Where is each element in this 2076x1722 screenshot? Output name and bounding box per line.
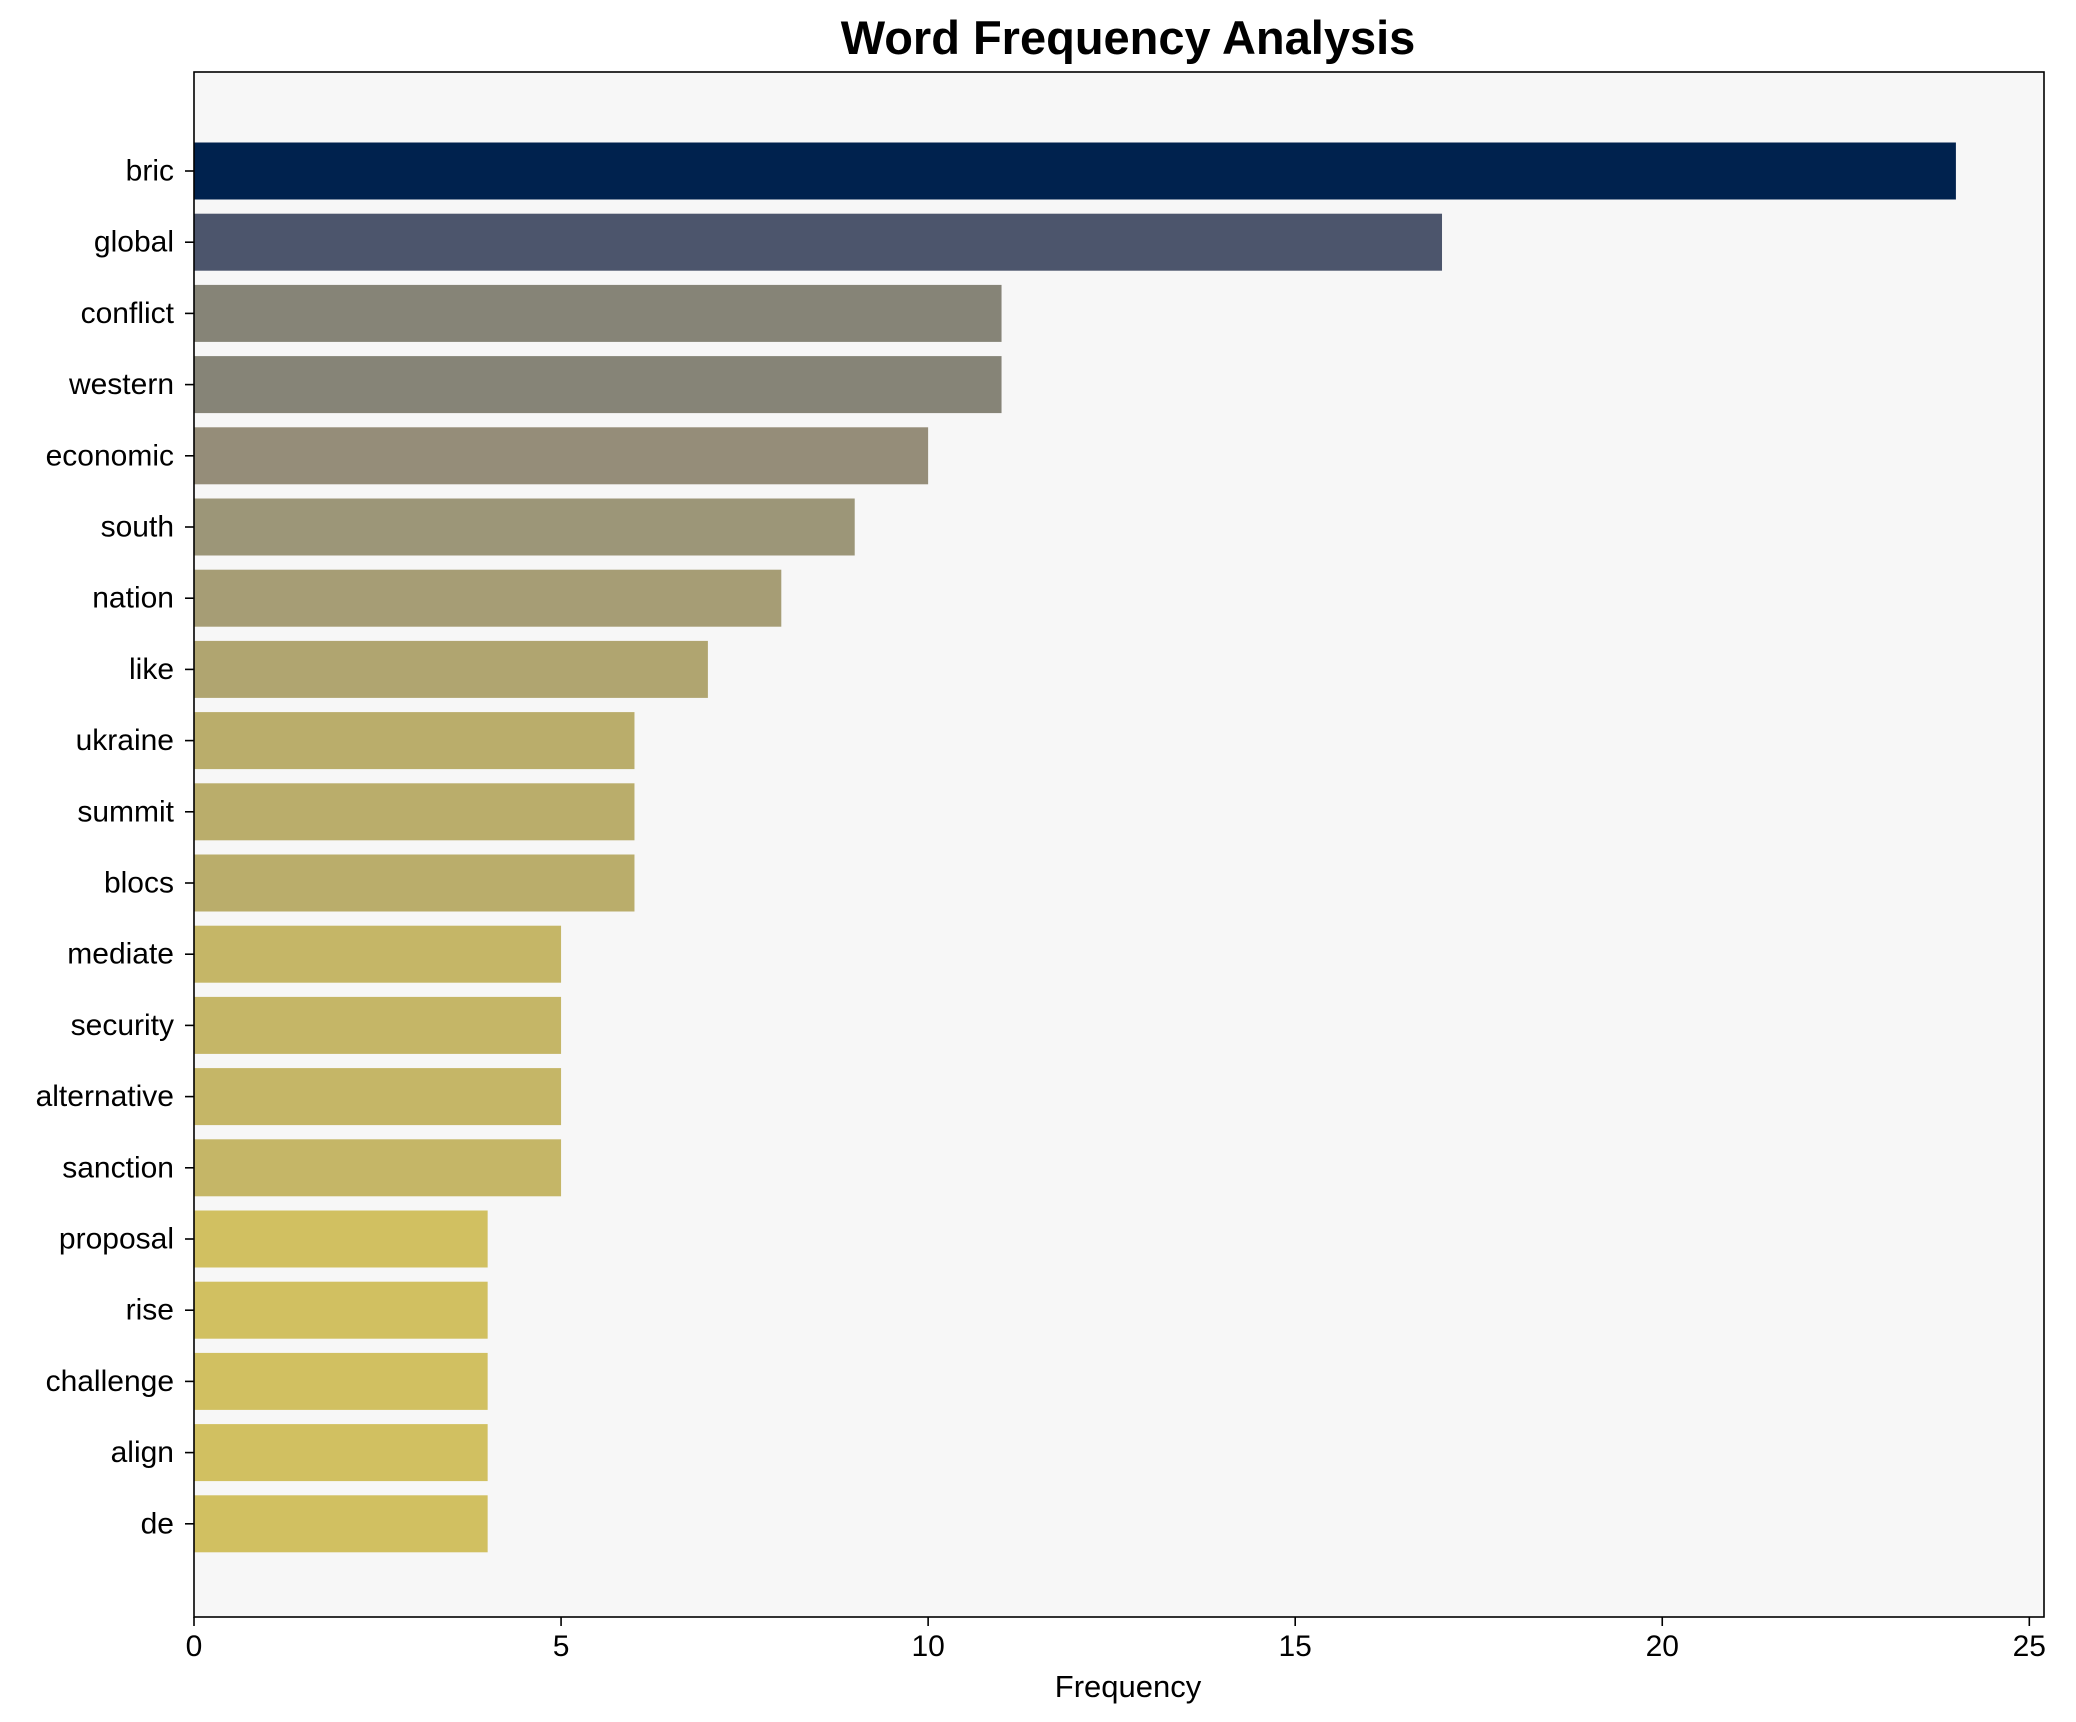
- y-tick-label-alternative: alternative: [36, 1080, 174, 1113]
- y-tick-label-south: south: [101, 511, 174, 544]
- y-tick-label-challenge: challenge: [46, 1365, 174, 1398]
- bars-group: [194, 142, 1956, 1553]
- y-tick-label-security: security: [71, 1009, 174, 1042]
- plot-frame: [193, 71, 2045, 1618]
- y-tick-label-nation: nation: [92, 582, 174, 615]
- y-tick-label-bric: bric: [126, 155, 174, 188]
- bar-sanction: [194, 1139, 562, 1197]
- y-tick-label-mediate: mediate: [67, 938, 174, 971]
- bar-de: [194, 1495, 488, 1553]
- bar-ukraine: [194, 712, 635, 770]
- x-tick-label-25: 25: [2013, 1630, 2046, 1663]
- x-tick-label-10: 10: [911, 1630, 944, 1663]
- y-tick-label-de: de: [141, 1507, 174, 1540]
- x-tick-label-20: 20: [1646, 1630, 1679, 1663]
- bar-nation: [194, 569, 782, 627]
- bar-alternative: [194, 1068, 562, 1126]
- y-tick-label-like: like: [129, 653, 174, 686]
- y-tick-label-align: align: [111, 1436, 174, 1469]
- x-tick-label-0: 0: [186, 1630, 203, 1663]
- x-axis: 0 5 10 15 20 25: [186, 1617, 2046, 1663]
- bar-like: [194, 640, 708, 698]
- y-tick-label-conflict: conflict: [81, 297, 175, 330]
- bar-blocs: [194, 854, 635, 912]
- y-tick-label-ukraine: ukraine: [76, 724, 174, 757]
- bar-summit: [194, 783, 635, 841]
- bar-global: [194, 213, 1443, 271]
- y-tick-label-proposal: proposal: [59, 1223, 174, 1256]
- y-axis: bric global conflict western economic south na…: [36, 155, 194, 1540]
- bar-conflict: [194, 284, 1002, 342]
- bar-western: [194, 356, 1002, 414]
- bar-align: [194, 1424, 488, 1482]
- bar-security: [194, 996, 562, 1054]
- chart-title: Word Frequency Analysis: [841, 11, 1416, 64]
- x-tick-label-5: 5: [553, 1630, 570, 1663]
- y-tick-label-economic: economic: [46, 439, 174, 472]
- y-tick-label-blocs: blocs: [104, 867, 174, 900]
- x-axis-label: Frequency: [1055, 1669, 1202, 1704]
- y-tick-label-summit: summit: [77, 795, 174, 828]
- bar-challenge: [194, 1352, 488, 1410]
- bar-rise: [194, 1281, 488, 1339]
- x-tick-label-15: 15: [1279, 1630, 1312, 1663]
- bar-proposal: [194, 1210, 488, 1268]
- bar-economic: [194, 427, 929, 485]
- bar-south: [194, 498, 855, 556]
- bar-bric: [194, 142, 1956, 200]
- y-tick-label-rise: rise: [126, 1294, 174, 1327]
- bar-mediate: [194, 925, 562, 983]
- y-tick-label-global: global: [94, 226, 174, 259]
- y-tick-label-sanction: sanction: [62, 1151, 174, 1184]
- y-tick-label-western: western: [68, 368, 174, 401]
